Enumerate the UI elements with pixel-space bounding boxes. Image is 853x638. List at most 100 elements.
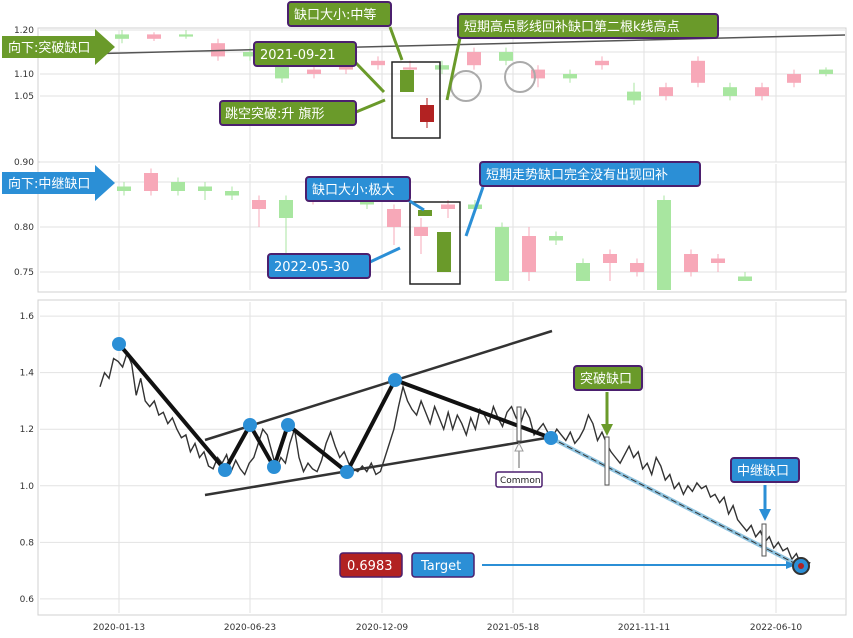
bottom-ytick-2: 1.0 [20, 482, 35, 492]
bottom-xtick-5: 2022-06-10 [750, 623, 803, 633]
top-candle-18 [691, 60, 705, 83]
mid-gap-size-box [305, 176, 411, 202]
top-candle-7 [339, 65, 353, 70]
top-candle-13 [531, 69, 545, 79]
top-candle-4 [243, 52, 257, 57]
top-note-pointer [445, 37, 462, 101]
top-candle-17 [659, 87, 673, 96]
top-ytick-2: 1.10 [14, 70, 34, 80]
common-label: Common [500, 476, 541, 486]
mid-note-pointer [464, 186, 485, 237]
top-candle-10 [435, 65, 449, 70]
mid-note-label: 短期走势缺口完全没有出现回补 [486, 167, 668, 183]
top-ytick-1: 1.05 [14, 92, 34, 102]
target-arrow-head [786, 561, 796, 569]
top-date-pointer [353, 60, 386, 94]
bottom-xtick-3: 2021-05-18 [487, 623, 540, 633]
target-box [411, 552, 475, 578]
pivot-8 [544, 431, 558, 445]
middle-candle-5 [252, 200, 266, 209]
top-candle-2 [179, 34, 193, 37]
middle-candle-9 [360, 200, 374, 205]
mid-gap-bar [761, 523, 767, 557]
top-candle-12 [499, 52, 513, 61]
top-candle-11 [467, 52, 481, 66]
middle-candle-1 [144, 173, 158, 191]
top-candle-1 [147, 34, 161, 39]
top-gap-candle-green [400, 70, 414, 92]
middle-candle-19 [630, 263, 644, 272]
middle-candle-23 [738, 276, 752, 281]
middle-candle-20 [657, 200, 671, 290]
top-pattern-box [219, 100, 357, 126]
middle-candle-21 [684, 254, 698, 272]
pivot-4 [267, 460, 281, 474]
top-candle-21 [787, 74, 801, 83]
top-candle-16 [627, 91, 641, 101]
pivot-markers [112, 337, 810, 575]
pivot-2 [218, 463, 232, 477]
middle-candle-6 [279, 200, 293, 218]
top-candle-8 [371, 60, 385, 66]
mid-date-pointer [369, 246, 401, 264]
mid-gap-callout-label: 中继缺口 [737, 464, 789, 479]
bottom-x-axis: 2020-01-13 2020-06-23 2020-12-09 2021-05-18… [93, 623, 803, 633]
top-gap-candle-red [420, 105, 434, 122]
middle-candle-18 [603, 254, 617, 263]
middle-ytick-0: 0.75 [14, 268, 34, 278]
middle-candle-2 [171, 182, 185, 191]
bottom-ytick-3: 1.2 [20, 425, 34, 435]
mid-note-box [479, 161, 701, 187]
bottom-ytick-5: 1.6 [20, 312, 35, 322]
middle-candle-16 [549, 236, 563, 241]
channel-upper-line [204, 329, 553, 442]
top-candle-15 [595, 60, 609, 66]
down-breakout-arrow-label: 向下:突破缺口 [8, 40, 90, 56]
middle-gap-box [409, 201, 461, 285]
middle-gap-candle-1 [418, 210, 432, 216]
price-label: 0.6983 [347, 559, 393, 574]
middle-candle-4 [225, 191, 239, 196]
top-note-box [457, 13, 719, 39]
channel-lower-line [204, 435, 553, 497]
top-ytick-0: 0.90 [14, 158, 34, 168]
middle-gap-candle-2 [437, 232, 451, 272]
mid-gap-size-label: 缺口大小:极大 [312, 183, 394, 198]
middle-candle-14 [495, 227, 509, 281]
price-series-line [99, 350, 811, 572]
top-candle-19 [723, 87, 737, 96]
target-projection-dash [550, 437, 801, 567]
top-pullback-circle-2 [504, 61, 536, 93]
top-ytick-4: 1.20 [14, 26, 34, 36]
middle-candle-11 [414, 227, 428, 236]
pivot-3 [243, 418, 257, 432]
top-candle-14 [563, 74, 577, 79]
middle-candle-15 [522, 236, 536, 272]
middle-candle-17 [576, 263, 590, 281]
top-date-box [253, 41, 357, 67]
bottom-ytick-0: 0.6 [20, 595, 35, 605]
common-arrow-head [514, 441, 524, 452]
mid-date-label: 2022-05-30 [274, 260, 350, 275]
mid-gap-callout-box [730, 457, 800, 483]
pivot-7 [388, 373, 402, 387]
breakout-gap-box [573, 365, 643, 391]
mid-gap-arrow-head [759, 509, 771, 521]
bottom-xtick-4: 2021-11-11 [618, 623, 670, 633]
pivot-1 [112, 337, 126, 351]
top-note-label: 短期高点影线回补缺口第二根k线高点 [464, 19, 680, 35]
bottom-ytick-1: 0.8 [20, 538, 35, 548]
bottom-ytick-4: 1.4 [20, 369, 35, 379]
pattern-zigzag [117, 342, 552, 476]
top-size-pointer [388, 26, 404, 61]
top-pattern-pointer [355, 98, 386, 114]
mid-date-box [267, 253, 371, 279]
middle-candle-0 [117, 186, 131, 191]
bottom-y-axis: 0.6 0.8 1.0 1.2 1.4 1.6 [20, 312, 35, 605]
breakout-arrow-head [601, 424, 613, 436]
middle-ytick-1: 0.80 [14, 223, 34, 233]
top-candle-20 [755, 87, 769, 96]
top-pattern-label: 跳空突破:升 旗形 [225, 106, 325, 122]
pivot-5 [281, 418, 295, 432]
